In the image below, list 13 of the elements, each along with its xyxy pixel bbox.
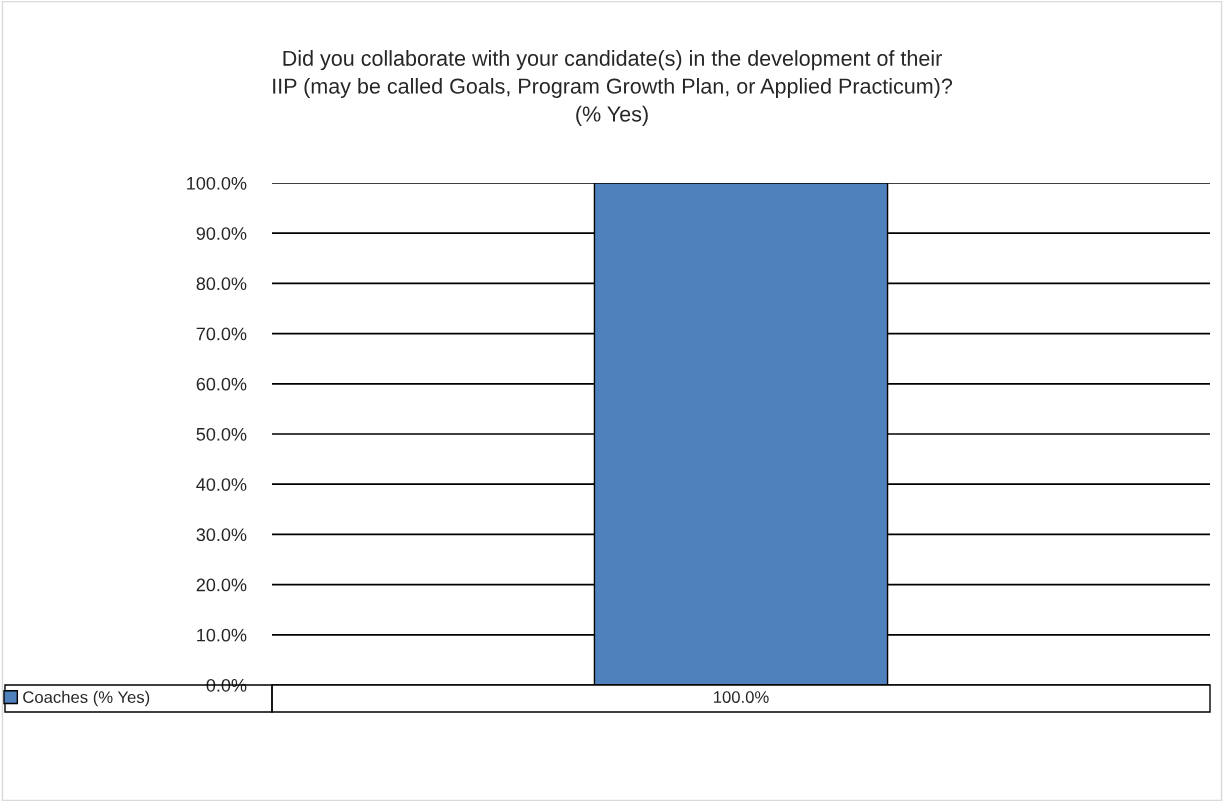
y-tick-label: 60.0% — [196, 377, 247, 391]
y-tick-label: 90.0% — [196, 227, 247, 240]
data-label: 100.0% — [714, 691, 769, 703]
legend-label: Coaches (% Yes) — [23, 690, 150, 707]
y-tick-label: 10.0% — [197, 628, 247, 642]
y-tick-label: 80.0% — [196, 277, 247, 291]
y-tick-label: 50.0% — [196, 427, 247, 441]
y-tick-label: 40.0% — [196, 478, 247, 491]
y-tick-label: 20.0% — [196, 578, 247, 592]
y-tick-label: 30.0% — [196, 528, 247, 542]
y-tick-label: 100.0% — [187, 176, 247, 190]
chart-title: Did you collaborate with your candidate(s) in the development of their IIP (may be called Goals, Program Growth Plan, or Applied Practicum)? (% Yes) — [273, 50, 953, 126]
y-tick-label: 70.0% — [196, 327, 247, 341]
